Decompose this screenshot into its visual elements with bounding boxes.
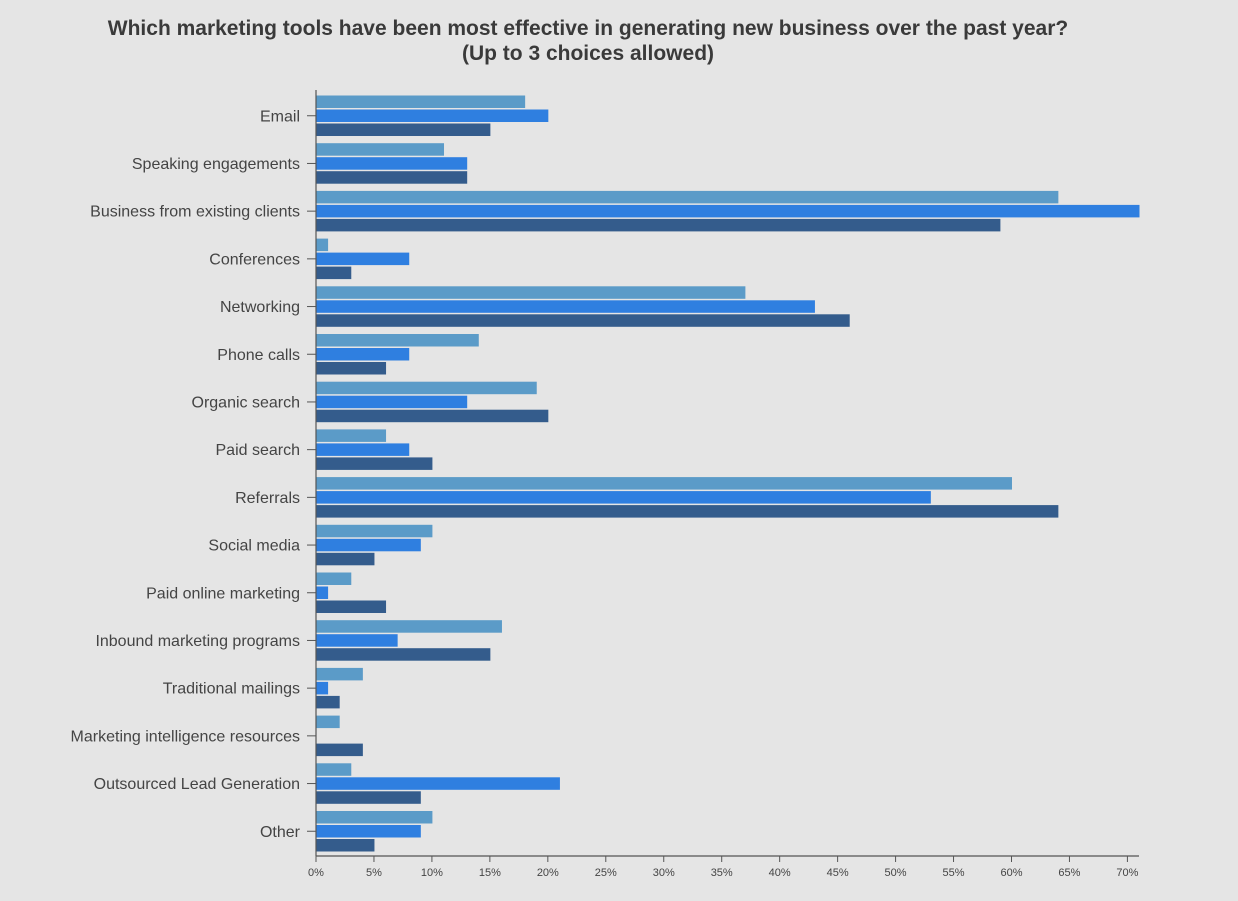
category-label: Other — [260, 824, 301, 841]
category-label: Organic search — [192, 394, 301, 411]
bar — [316, 811, 433, 824]
x-tick-label: 10% — [421, 867, 443, 879]
bar — [316, 123, 491, 136]
bar — [316, 238, 329, 252]
bar — [316, 586, 329, 599]
category-label: Inbound marketing programs — [95, 633, 300, 650]
category-label: Traditional mailings — [163, 681, 300, 698]
bar — [316, 572, 352, 585]
bar — [316, 171, 468, 184]
bar — [316, 362, 387, 375]
bar — [316, 286, 746, 299]
bar — [316, 457, 433, 470]
bar — [316, 743, 363, 757]
bar — [316, 552, 375, 566]
category-label: Marketing intelligence resources — [71, 728, 300, 745]
bar — [316, 157, 468, 170]
bar — [316, 381, 537, 395]
bar — [316, 715, 340, 729]
bar — [316, 538, 421, 552]
category-label: Email — [260, 108, 300, 125]
bar — [316, 109, 549, 122]
bar — [316, 314, 850, 327]
category-label: Referrals — [235, 490, 300, 507]
category-label: Paid online marketing — [146, 585, 300, 602]
bar — [316, 477, 1012, 490]
bar — [316, 443, 410, 456]
x-tick-label: 15% — [479, 867, 501, 879]
x-tick-label: 25% — [595, 867, 617, 879]
bar — [316, 348, 410, 361]
bar — [316, 648, 491, 661]
category-label: Social media — [208, 538, 300, 555]
bar — [316, 695, 340, 709]
x-tick-label: 30% — [653, 867, 675, 879]
bar — [316, 777, 560, 790]
bar — [316, 634, 398, 647]
bar — [316, 266, 352, 280]
x-tick-label: 20% — [537, 867, 559, 879]
bar — [316, 667, 363, 681]
category-label: Phone calls — [217, 347, 300, 364]
category-label: Business from existing clients — [90, 204, 300, 221]
bar — [316, 252, 410, 266]
x-tick-label: 55% — [943, 867, 965, 879]
category-label: Outsourced Lead Generation — [94, 776, 300, 793]
bar — [316, 505, 1059, 518]
bar — [316, 395, 468, 409]
category-label: Paid search — [216, 442, 301, 459]
bar — [316, 491, 931, 504]
bar — [316, 429, 387, 442]
category-label: Speaking engagements — [132, 156, 300, 173]
bar — [316, 600, 387, 613]
bar — [316, 334, 479, 347]
bar — [316, 763, 352, 776]
bar — [316, 409, 549, 423]
x-tick-label: 70% — [1116, 867, 1138, 879]
category-label: Networking — [220, 299, 300, 316]
x-tick-label: 35% — [711, 867, 733, 879]
bar — [316, 204, 1140, 218]
x-tick-label: 65% — [1058, 867, 1080, 879]
bar — [316, 190, 1059, 204]
chart-title: Which marketing tools have been most eff… — [107, 17, 1069, 40]
bar — [316, 791, 421, 804]
bar — [316, 95, 526, 108]
x-tick-label: 60% — [1000, 867, 1022, 879]
bar — [316, 839, 375, 852]
x-tick-label: 5% — [366, 867, 382, 879]
chart-title-block: Which marketing tools have been most eff… — [0, 16, 1176, 66]
bar — [316, 681, 329, 695]
bar — [316, 524, 433, 538]
x-tick-label: 40% — [769, 867, 791, 879]
bar — [316, 143, 445, 156]
bar — [316, 218, 1001, 232]
x-tick-label: 50% — [885, 867, 907, 879]
bar — [316, 300, 815, 313]
x-tick-label: 0% — [308, 867, 324, 879]
category-label: Conferences — [209, 251, 300, 268]
bar — [316, 825, 421, 838]
x-tick-label: 45% — [827, 867, 849, 879]
chart-subtitle: (Up to 3 choices allowed) — [461, 42, 715, 65]
bar — [316, 620, 502, 633]
